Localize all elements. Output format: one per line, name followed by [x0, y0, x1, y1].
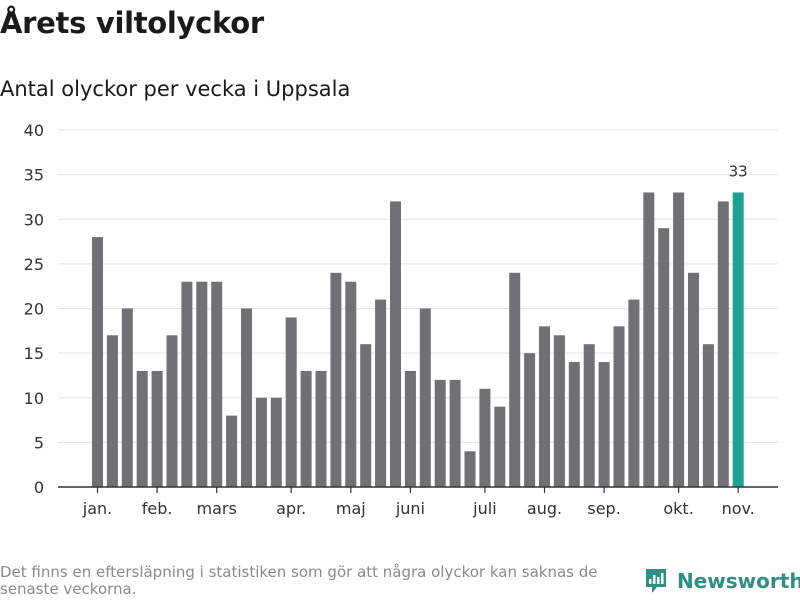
x-tick-label: sep. [587, 499, 620, 518]
bar [598, 362, 610, 487]
x-tick-label: juli [472, 499, 496, 518]
y-tick-label: 35 [24, 166, 44, 185]
bar [479, 388, 491, 487]
x-tick-label: aug. [527, 499, 562, 518]
bar [375, 299, 387, 487]
bar [404, 370, 416, 487]
bar [285, 317, 297, 487]
x-tick-label: jan. [82, 499, 112, 518]
bar [449, 379, 461, 487]
data-label: 33 [729, 162, 748, 180]
bar [583, 344, 595, 487]
bar [360, 344, 372, 487]
bar [315, 370, 327, 487]
bar [494, 406, 506, 487]
bar [226, 415, 238, 487]
bar [539, 326, 550, 487]
bar [658, 228, 670, 488]
brand-logo[interactable]: Newsworthy [644, 568, 800, 594]
y-tick-label: 25 [24, 255, 44, 274]
chart-subtitle: Antal olyckor per vecka i Uppsala [0, 77, 351, 101]
x-tick-label: okt. [663, 499, 693, 518]
gridlines [58, 129, 778, 443]
bar [390, 201, 401, 487]
bar [211, 281, 223, 487]
bar [688, 272, 699, 487]
bar-chart: 0 5 10 15 20 25 30 35 40 jan. feb. mars apr. maj juni… [24, 121, 778, 518]
bar [270, 397, 282, 487]
bar [300, 370, 312, 487]
y-tick-label: 15 [24, 344, 44, 363]
x-tick-label: nov. [722, 499, 755, 518]
bar [434, 379, 446, 487]
x-axis: jan. feb. mars apr. maj juni juli aug. sep. okt. n… [58, 486, 778, 518]
x-tick-label: apr. [276, 499, 306, 518]
bar [419, 308, 431, 487]
bar [121, 308, 133, 487]
y-tick-label: 5 [34, 433, 44, 452]
bar [643, 192, 655, 487]
bar [181, 281, 193, 487]
footnote: Det finns en eftersläpning i statistiken… [0, 563, 598, 598]
bar [628, 299, 640, 487]
x-tick-label: feb. [142, 499, 173, 518]
bar [136, 370, 148, 487]
chart-title: Årets viltolyckor [0, 6, 264, 40]
bar [464, 451, 476, 487]
data-labels: 33 [729, 162, 748, 180]
bar [330, 272, 342, 487]
bar [524, 353, 536, 487]
newsworthy-logo-icon [646, 569, 666, 593]
bar [568, 362, 580, 487]
y-tick-label: 0 [34, 478, 44, 497]
x-tick-label: maj [336, 499, 366, 518]
brand-name: Newsworthy [677, 569, 800, 593]
x-tick-label: juni [395, 499, 425, 518]
bar [151, 370, 163, 487]
bar [673, 192, 685, 487]
bar [92, 237, 103, 487]
bar [702, 344, 714, 487]
bar [509, 272, 521, 487]
bar [345, 281, 357, 487]
y-tick-label: 40 [24, 121, 44, 140]
y-tick-label: 10 [24, 389, 44, 408]
y-tick-label: 30 [24, 210, 44, 229]
y-tick-label: 20 [24, 300, 44, 319]
y-axis-ticks: 0 5 10 15 20 25 30 35 40 [24, 121, 44, 497]
bar [255, 397, 267, 487]
bars [92, 192, 744, 488]
bar [106, 335, 118, 487]
bar [613, 326, 625, 487]
bar [717, 201, 729, 487]
bar [196, 281, 208, 487]
bar [732, 192, 744, 487]
bar [166, 335, 178, 487]
x-tick-label: mars [197, 499, 237, 518]
bar [553, 335, 565, 487]
bar [241, 308, 252, 487]
